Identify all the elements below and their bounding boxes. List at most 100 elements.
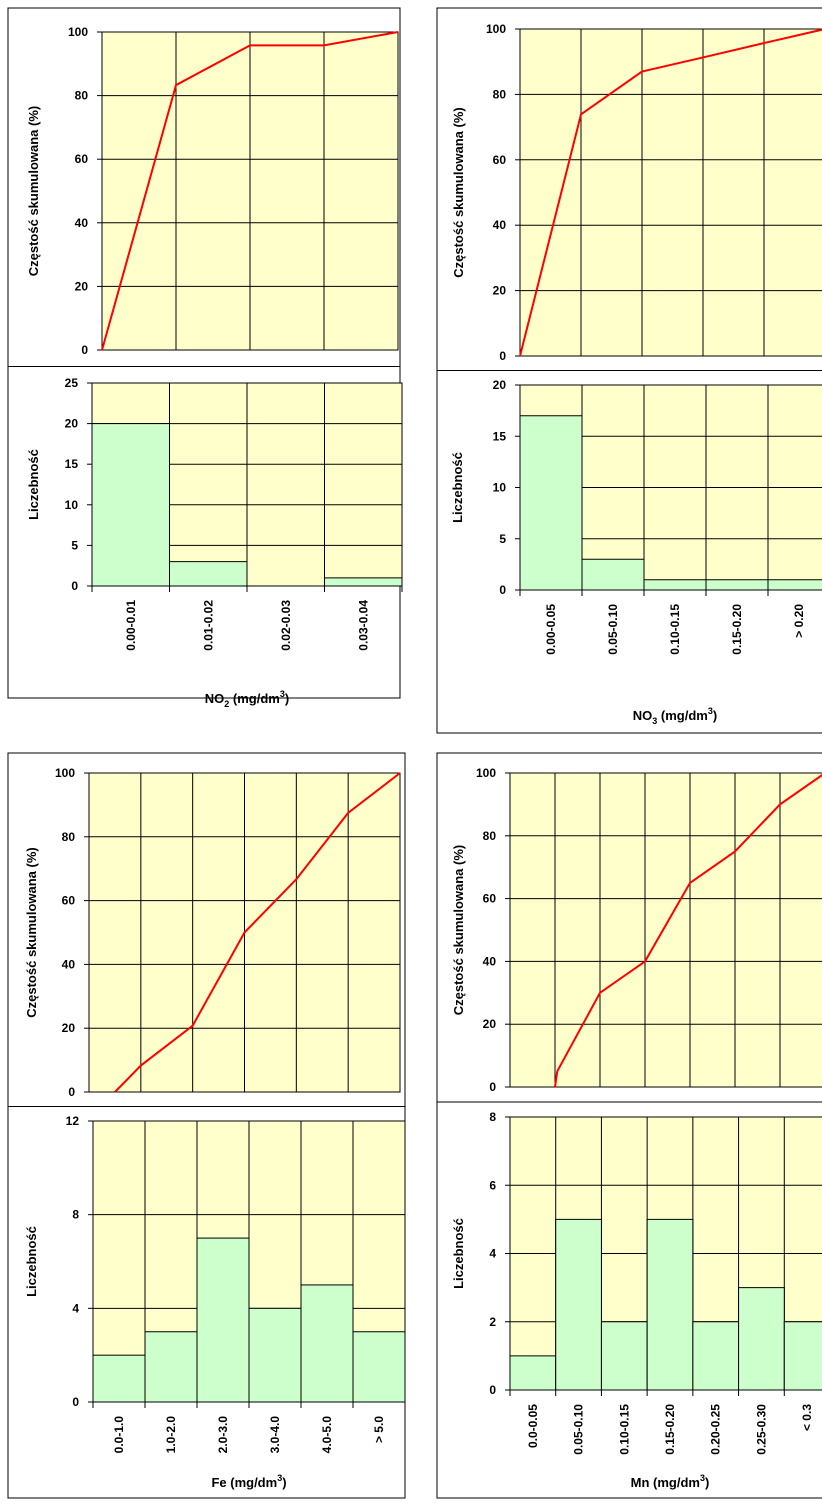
histogram-category-label: 2.0-3.0 [216, 1416, 230, 1454]
histogram-category-label: 0.20-0.25 [709, 1404, 723, 1455]
histogram-ytick-label: 6 [489, 1178, 496, 1192]
x-axis-label-close: ) [285, 691, 289, 706]
histogram-ytick-label: 0 [71, 579, 78, 593]
histogram-category-label: 0.15-0.20 [730, 604, 744, 655]
histogram-ytick-label: 15 [493, 429, 507, 443]
histogram-ylabel: Liczebność [451, 1218, 466, 1289]
histogram-category-label: 0.0-0.05 [526, 1404, 540, 1448]
x-axis-label: NO2 (mg/dm3) [205, 689, 289, 709]
cumulative-ytick-label: 100 [486, 22, 506, 36]
x-axis-label-main: Mn [631, 1475, 650, 1490]
histogram-category-label: < 0.3 [800, 1404, 814, 1431]
x-axis-label-main: NO [633, 708, 653, 723]
cumulative-ytick-label: 100 [55, 766, 75, 780]
cumulative-ytick-label: 40 [483, 954, 497, 968]
histogram-ytick-label: 8 [72, 1208, 79, 1222]
x-axis-label-main: NO [205, 691, 225, 706]
histogram-bar [301, 1285, 353, 1402]
histogram-category-label: 0.03-0.04 [356, 600, 370, 651]
cumulative-ytick-label: 80 [493, 87, 507, 101]
histogram-bar [647, 1219, 693, 1390]
histogram-category-label: 0.25-0.30 [754, 1404, 768, 1455]
cumulative-ytick-label: 40 [62, 957, 76, 971]
histogram-ytick-label: 5 [71, 538, 78, 552]
cumulative-ytick-label: 0 [499, 349, 506, 363]
cumulative-ytick-label: 0 [81, 343, 88, 357]
histogram-bar [556, 1219, 602, 1390]
histogram-bar [784, 1322, 822, 1390]
histogram-ytick-label: 10 [65, 498, 79, 512]
cumulative-ytick-label: 20 [483, 1017, 497, 1031]
cumulative-ytick-label: 40 [493, 218, 507, 232]
histogram-bar [739, 1288, 785, 1390]
cumulative-ytick-label: 60 [483, 892, 497, 906]
histogram-bar [706, 580, 768, 590]
histogram-ytick-label: 2 [489, 1315, 496, 1329]
histogram-category-label: 0.0-1.0 [112, 1416, 126, 1454]
cumulative-ylabel: Częstość skumulowana (%) [24, 847, 39, 1018]
histogram-category-label: 0.02-0.03 [279, 600, 293, 651]
histogram-bar [644, 580, 706, 590]
x-axis-label-close: ) [282, 1475, 286, 1490]
cumulative-ytick-label: 0 [489, 1080, 496, 1094]
x-axis-label-main: Fe [211, 1475, 226, 1490]
histogram-category-label: 0.00-0.01 [124, 600, 138, 651]
x-axis-label-unit: (mg/dm [649, 1475, 700, 1490]
histogram-bar [693, 1322, 739, 1390]
histogram-bar [582, 559, 644, 590]
histogram-ytick-label: 0 [72, 1395, 79, 1409]
cumulative-ytick-label: 100 [68, 25, 88, 39]
cumulative-ytick-label: 80 [75, 89, 89, 103]
histogram-category-label: 0.05-0.10 [606, 604, 620, 655]
x-axis-label: Mn (mg/dm3) [631, 1473, 710, 1490]
histogram-category-label: 0.00-0.05 [544, 604, 558, 655]
histogram-ytick-label: 25 [65, 376, 79, 390]
histogram-category-label: 0.05-0.10 [572, 1404, 586, 1455]
cumulative-ytick-label: 20 [62, 1021, 76, 1035]
cumulative-ytick-label: 40 [75, 216, 89, 230]
cumulative-ytick-label: 60 [493, 153, 507, 167]
histogram-bar [170, 562, 248, 586]
x-axis-label-unit: (mg/dm [657, 708, 708, 723]
histogram-category-label: 3.0-4.0 [268, 1416, 282, 1454]
x-axis-label-unit: (mg/dm [229, 691, 280, 706]
histogram-ytick-label: 20 [493, 378, 507, 392]
histogram-ytick-label: 4 [72, 1301, 79, 1315]
histogram-bar [601, 1322, 647, 1390]
histogram-bar [145, 1332, 197, 1402]
cumulative-ylabel: Częstość skumulowana (%) [451, 845, 466, 1016]
histogram-category-label: 0.10-0.15 [668, 604, 682, 655]
chart-fe: 0 20 40 60 80 100 Częstość skumulowana (%) 0 4 8 1… [8, 753, 405, 1498]
cumulative-ytick-label: 100 [476, 766, 496, 780]
cumulative-ylabel: Częstość skumulowana (%) [26, 106, 41, 277]
cumulative-ylabel: Częstość skumulowana (%) [451, 107, 466, 278]
histogram-ytick-label: 5 [499, 532, 506, 546]
histogram-bar [249, 1308, 301, 1402]
x-axis-label: Fe (mg/dm3) [211, 1473, 286, 1490]
histogram-ytick-label: 20 [65, 417, 79, 431]
histogram-ylabel: Liczebność [450, 452, 465, 523]
cumulative-ytick-label: 80 [62, 830, 76, 844]
histogram-bar [93, 1355, 145, 1402]
histogram-category-label: 0.01-0.02 [201, 600, 215, 651]
histogram-ylabel: Liczebność [26, 449, 41, 520]
histogram-ytick-label: 0 [489, 1383, 496, 1397]
histogram-category-label: 0.15-0.20 [663, 1404, 677, 1455]
cumulative-ytick-label: 60 [75, 152, 89, 166]
histogram-bar [325, 578, 403, 586]
x-axis-label-close: ) [705, 1475, 709, 1490]
histogram-ytick-label: 10 [493, 481, 507, 495]
cumulative-ytick-label: 0 [68, 1085, 75, 1099]
histogram-ytick-label: 15 [65, 457, 79, 471]
cumulative-ytick-label: 20 [493, 284, 507, 298]
histogram-category-label: 1.0-2.0 [164, 1416, 178, 1454]
histogram-bar [510, 1356, 556, 1390]
cumulative-ytick-label: 60 [62, 894, 76, 908]
histogram-bar [353, 1332, 405, 1402]
x-axis-label-unit: (mg/dm [227, 1475, 278, 1490]
cumulative-ytick-label: 80 [483, 829, 497, 843]
histogram-ytick-label: 8 [489, 1110, 496, 1124]
